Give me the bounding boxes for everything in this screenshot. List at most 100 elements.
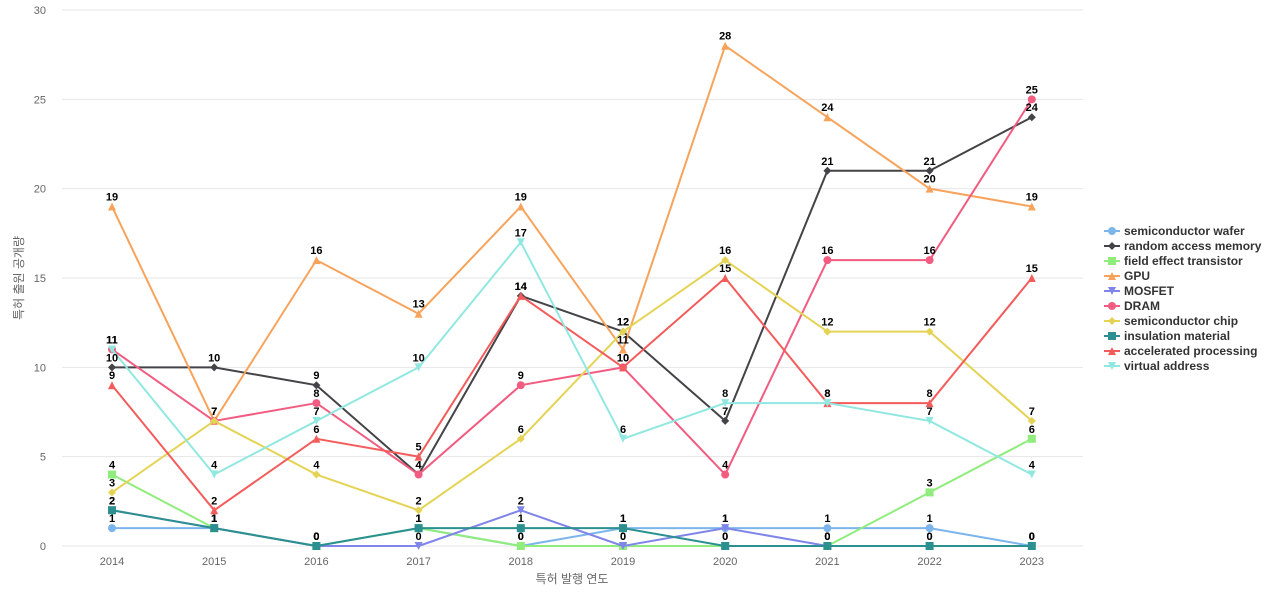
- data-point[interactable]: [925, 416, 934, 425]
- data-point[interactable]: [108, 470, 116, 479]
- data-point[interactable]: [1027, 434, 1036, 443]
- data-point[interactable]: [925, 488, 934, 497]
- data-point[interactable]: [823, 542, 832, 550]
- data-point[interactable]: [312, 399, 321, 408]
- legend-symbol[interactable]: [1108, 272, 1116, 280]
- legend-symbol[interactable]: [1108, 317, 1116, 325]
- data-point[interactable]: [312, 381, 321, 390]
- data-point[interactable]: [721, 542, 730, 550]
- data-point[interactable]: [823, 524, 832, 533]
- data-point[interactable]: [619, 363, 627, 372]
- legend-symbol[interactable]: [1108, 302, 1116, 310]
- data-point[interactable]: [414, 470, 423, 479]
- data-point[interactable]: [1027, 95, 1036, 104]
- data-point[interactable]: [516, 291, 525, 300]
- data-point[interactable]: [108, 363, 116, 372]
- data-point[interactable]: [516, 524, 525, 533]
- data-point[interactable]: [823, 327, 832, 336]
- data-point[interactable]: [1027, 470, 1036, 479]
- legend-symbol[interactable]: [1108, 347, 1116, 355]
- data-point[interactable]: [312, 434, 321, 443]
- data-point[interactable]: [721, 399, 730, 408]
- data-point[interactable]: [108, 381, 116, 390]
- data-point[interactable]: [823, 113, 832, 122]
- data-point[interactable]: [210, 470, 219, 479]
- legend-symbol[interactable]: [1108, 257, 1116, 265]
- data-point[interactable]: [721, 470, 730, 479]
- data-point[interactable]: [108, 345, 116, 354]
- data-point[interactable]: [516, 542, 525, 550]
- data-point[interactable]: [1027, 274, 1036, 282]
- data-point[interactable]: [925, 542, 934, 550]
- legend-item-insulation-material[interactable]: insulation material: [1104, 329, 1230, 343]
- data-point[interactable]: [516, 506, 525, 515]
- data-point[interactable]: [721, 256, 730, 265]
- data-point[interactable]: [414, 542, 423, 550]
- data-point[interactable]: [925, 327, 934, 336]
- data-point[interactable]: [721, 416, 730, 425]
- data-point[interactable]: [210, 506, 219, 515]
- data-point[interactable]: [619, 345, 627, 354]
- data-point[interactable]: [721, 41, 730, 50]
- data-label: 0: [518, 531, 524, 543]
- data-label: 4: [1029, 460, 1036, 472]
- data-point[interactable]: [108, 202, 116, 211]
- data-point[interactable]: [108, 524, 116, 533]
- data-point[interactable]: [516, 381, 525, 390]
- legend-item-virtual-address[interactable]: virtual address: [1104, 359, 1210, 373]
- data-point[interactable]: [925, 184, 934, 193]
- data-point[interactable]: [925, 399, 934, 408]
- legend-item-dram[interactable]: DRAM: [1104, 299, 1160, 313]
- legend-symbol[interactable]: [1108, 362, 1116, 370]
- data-point[interactable]: [312, 416, 321, 425]
- data-point[interactable]: [619, 524, 627, 533]
- data-label: 8: [722, 388, 728, 400]
- data-point[interactable]: [312, 256, 321, 265]
- data-point[interactable]: [516, 202, 525, 211]
- data-point[interactable]: [414, 452, 423, 461]
- data-point[interactable]: [823, 399, 832, 408]
- data-point[interactable]: [925, 524, 934, 533]
- data-point[interactable]: [414, 506, 423, 515]
- data-label: 15: [719, 263, 731, 275]
- data-label: 0: [722, 531, 728, 543]
- data-label: 4: [313, 460, 320, 472]
- legend-item-semiconductor-wafer[interactable]: semiconductor wafer: [1104, 224, 1245, 238]
- data-point[interactable]: [619, 434, 627, 443]
- legend-symbol[interactable]: [1108, 332, 1116, 340]
- legend-symbol[interactable]: [1108, 287, 1116, 295]
- data-point[interactable]: [312, 542, 321, 550]
- data-point[interactable]: [516, 434, 525, 443]
- data-point[interactable]: [414, 363, 423, 372]
- data-point[interactable]: [210, 363, 219, 372]
- data-point[interactable]: [823, 256, 832, 265]
- data-point[interactable]: [721, 524, 730, 533]
- data-point[interactable]: [1027, 416, 1036, 425]
- data-point[interactable]: [516, 238, 525, 247]
- legend-item-field-effect-transistor[interactable]: field effect transistor: [1104, 254, 1243, 268]
- legend-item-gpu[interactable]: GPU: [1104, 269, 1150, 283]
- data-point[interactable]: [721, 274, 730, 282]
- data-point[interactable]: [1027, 202, 1036, 211]
- legend-item-mosfet[interactable]: MOSFET: [1104, 284, 1175, 298]
- legend-item-random-access-memory[interactable]: random access memory: [1104, 239, 1262, 253]
- data-point[interactable]: [108, 488, 116, 497]
- data-point[interactable]: [619, 327, 627, 336]
- data-point[interactable]: [1027, 542, 1036, 550]
- data-point[interactable]: [925, 166, 934, 175]
- legend-symbol[interactable]: [1108, 242, 1116, 250]
- data-point[interactable]: [1027, 113, 1036, 122]
- data-point[interactable]: [414, 524, 423, 533]
- data-point[interactable]: [210, 416, 219, 425]
- data-point[interactable]: [312, 470, 321, 479]
- data-point[interactable]: [823, 166, 832, 175]
- legend-item-accelerated-processing[interactable]: accelerated processing: [1104, 344, 1257, 358]
- data-point[interactable]: [619, 542, 627, 550]
- data-point[interactable]: [108, 506, 116, 515]
- data-point[interactable]: [925, 256, 934, 265]
- legend-item-semiconductor-chip[interactable]: semiconductor chip: [1104, 314, 1238, 328]
- data-point[interactable]: [210, 524, 219, 533]
- legend-symbol[interactable]: [1108, 227, 1116, 235]
- data-point[interactable]: [414, 309, 423, 318]
